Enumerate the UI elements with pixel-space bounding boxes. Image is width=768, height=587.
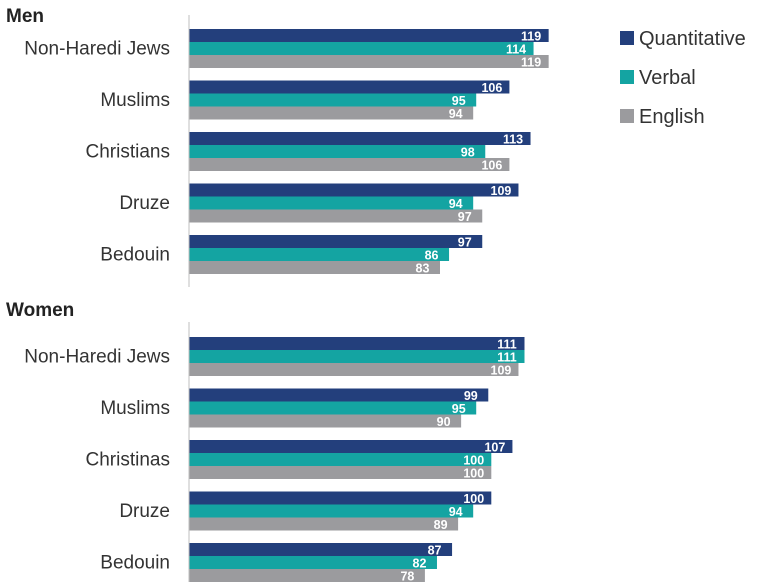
bar-women-muslims-verbal [189, 401, 477, 415]
bar-men-muslims-quantitative [189, 80, 510, 94]
bar-women-muslims-quantitative [189, 388, 489, 402]
bar-men-non-haredi-jews-verbal [189, 42, 534, 55]
bar-men-christians-quantitative [189, 132, 531, 145]
legend-swatch-english [620, 109, 634, 123]
data-label-men-non-haredi-jews-english: 119 [521, 56, 541, 70]
data-label-women-bedouin-english: 78 [400, 570, 414, 584]
bar-women-druze-quantitative [189, 491, 492, 505]
data-label-women-christinas-english: 100 [463, 467, 484, 481]
data-label-women-christinas-verbal: 100 [463, 454, 484, 468]
data-label-women-druze-quantitative: 100 [463, 492, 484, 506]
data-label-women-non-haredi-jews-english: 109 [491, 364, 512, 378]
legend-label-english: English [639, 106, 705, 128]
category-label-women-druze: Druze [119, 501, 170, 522]
legend-swatch-verbal [620, 70, 634, 84]
data-label-men-muslims-english: 94 [449, 107, 463, 121]
bar-men-christians-verbal [189, 145, 486, 158]
legend-swatch-quantitative [620, 31, 634, 45]
category-label-men-muslims: Muslims [100, 90, 170, 111]
bar-men-non-haredi-jews-english [189, 55, 549, 68]
data-label-men-bedouin-english: 83 [416, 262, 430, 276]
legend-label-verbal: Verbal [639, 67, 696, 89]
panel-title-women: Women [6, 300, 74, 321]
data-label-women-muslims-english: 90 [437, 415, 451, 429]
data-label-women-bedouin-quantitative: 87 [428, 544, 442, 558]
data-label-men-christians-english: 106 [481, 159, 502, 173]
data-label-women-non-haredi-jews-verbal: 111 [497, 351, 517, 365]
bar-women-bedouin-quantitative [189, 543, 453, 556]
data-label-women-muslims-quantitative: 99 [464, 389, 478, 403]
bar-men-christians-english [189, 158, 510, 171]
panel-title-men: Men [6, 6, 44, 27]
data-label-men-druze-quantitative: 109 [491, 184, 512, 198]
bar-men-druze-verbal [189, 196, 474, 210]
data-label-women-druze-english: 89 [434, 518, 448, 532]
bar-women-non-haredi-jews-quantitative [189, 337, 525, 350]
bar-men-bedouin-verbal [189, 248, 450, 261]
bar-men-muslims-verbal [189, 93, 477, 107]
category-label-women-christinas: Christinas [86, 450, 170, 471]
bar-men-druze-english [189, 209, 483, 223]
bar-women-druze-verbal [189, 504, 474, 518]
bar-men-non-haredi-jews-quantitative [189, 29, 549, 42]
bar-women-druze-english [189, 517, 459, 531]
bar-men-bedouin-quantitative [189, 235, 483, 248]
bar-men-bedouin-english [189, 261, 440, 274]
bar-women-bedouin-verbal [189, 556, 437, 569]
category-label-women-bedouin: Bedouin [100, 553, 170, 574]
data-label-men-christians-quantitative: 113 [503, 133, 523, 147]
data-label-women-bedouin-verbal: 82 [413, 557, 427, 571]
data-label-women-muslims-verbal: 95 [452, 402, 466, 416]
data-label-men-muslims-quantitative: 106 [481, 81, 502, 95]
category-label-men-druze: Druze [119, 193, 170, 214]
data-label-men-non-haredi-jews-verbal: 114 [506, 43, 526, 57]
bar-women-christinas-quantitative [189, 440, 513, 453]
category-label-men-non-haredi-jews: Non-Haredi Jews [24, 39, 170, 60]
data-label-men-muslims-verbal: 95 [452, 94, 466, 108]
data-label-men-bedouin-quantitative: 97 [458, 236, 472, 250]
category-label-women-muslims: Muslims [100, 398, 170, 419]
bar-women-bedouin-english [189, 569, 425, 582]
bar-women-non-haredi-jews-english [189, 363, 519, 376]
category-label-men-bedouin: Bedouin [100, 245, 170, 266]
category-label-women-non-haredi-jews: Non-Haredi Jews [24, 347, 170, 368]
bar-men-druze-quantitative [189, 183, 519, 197]
bar-women-christinas-english [189, 466, 492, 479]
bar-women-non-haredi-jews-verbal [189, 350, 525, 363]
data-label-women-non-haredi-jews-quantitative: 111 [497, 338, 517, 352]
data-label-women-druze-verbal: 94 [449, 505, 463, 519]
data-label-men-druze-verbal: 94 [449, 197, 463, 211]
bar-women-muslims-english [189, 414, 462, 428]
bar-men-muslims-english [189, 106, 474, 120]
data-label-men-christians-verbal: 98 [461, 146, 475, 160]
data-label-men-druze-english: 97 [458, 210, 472, 224]
data-label-men-non-haredi-jews-quantitative: 119 [521, 30, 541, 44]
legend-label-quantitative: Quantitative [639, 28, 746, 50]
category-label-men-christians: Christians [86, 142, 170, 163]
data-label-men-bedouin-verbal: 86 [425, 249, 439, 263]
bar-women-christinas-verbal [189, 453, 492, 466]
data-label-women-christinas-quantitative: 107 [484, 441, 505, 455]
